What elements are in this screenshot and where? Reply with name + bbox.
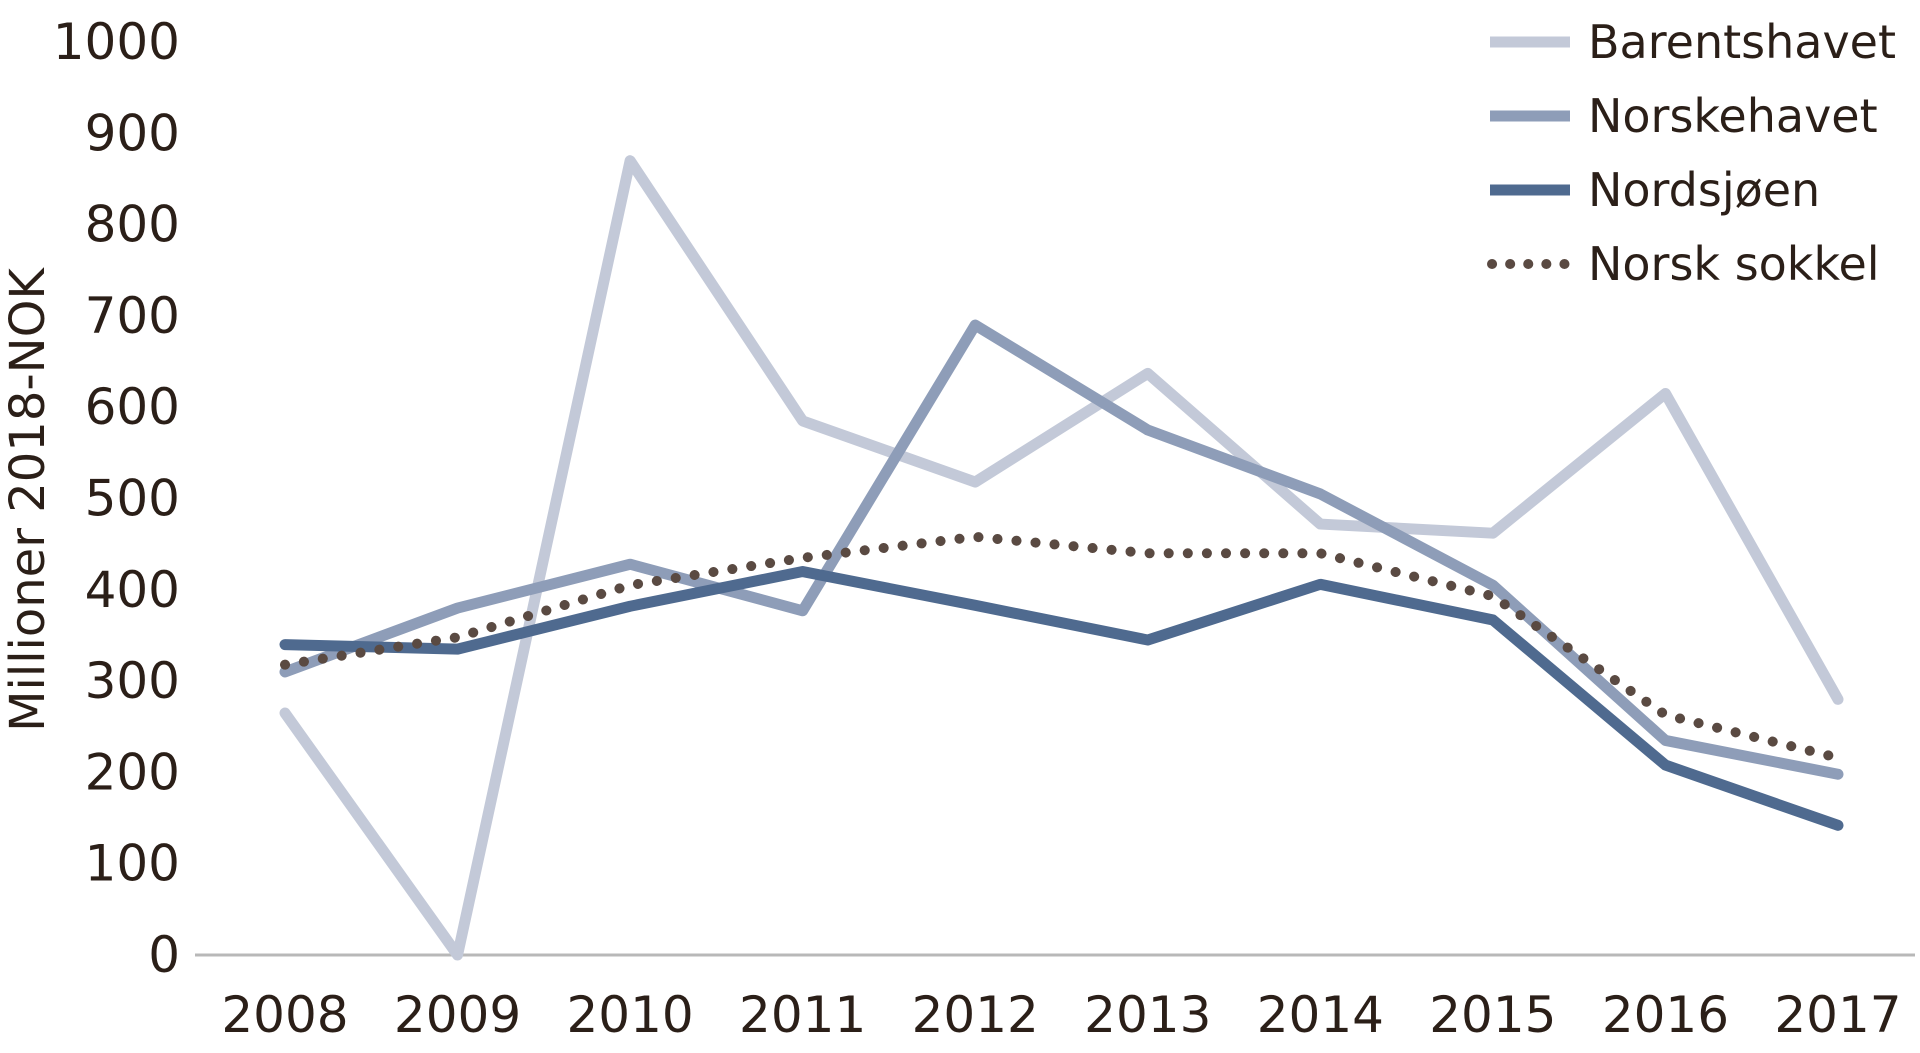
legend-label: Barentshavet [1588,15,1896,69]
x-tick-label: 2012 [912,986,1039,1044]
x-tick-label: 2017 [1774,986,1901,1044]
y-tick-label: 400 [85,561,180,619]
legend: Barentshavet Norskehavet Nordsjøen Norsk so… [1487,15,1896,291]
legend-label: Nordsjøen [1588,163,1820,217]
y-tick-label: 0 [148,926,180,984]
legend-label: Norsk sokkel [1588,237,1880,291]
series-line-barentshavet [279,155,1844,961]
legend-label: Norskehavet [1588,89,1878,143]
series-line-norskehavet [279,319,1844,780]
y-tick-label: 100 [85,835,180,893]
x-tick-label: 2015 [1429,986,1556,1044]
y-tick-label: 500 [85,470,180,528]
series-line-norsk-sokkel [280,531,1843,763]
y-tick-label: 700 [85,287,180,345]
y-tick-label: 1000 [53,13,180,71]
x-tick-label: 2009 [394,986,521,1044]
y-tick-label: 800 [85,196,180,254]
x-tick-label: 2016 [1602,986,1729,1044]
y-axis-ticks: 0 100 200 300 400 500 600 700 800 900 1000 [53,13,180,984]
x-tick-label: 2013 [1084,986,1211,1044]
x-axis-ticks: 2008 2009 2010 2011 2012 2013 2014 2015 2016 2017 [221,986,1901,1044]
x-tick-label: 2014 [1257,986,1384,1044]
y-tick-label: 600 [85,378,180,436]
y-tick-label: 200 [85,743,180,801]
x-tick-label: 2011 [739,986,866,1044]
y-tick-label: 300 [85,652,180,710]
x-tick-label: 2008 [221,986,348,1044]
y-tick-label: 900 [85,104,180,162]
x-tick-label: 2010 [566,986,693,1044]
y-axis-title: Millioner 2018-NOK [0,267,56,732]
series-line-nordsj-en [279,566,1844,831]
series-lines [279,155,1844,961]
